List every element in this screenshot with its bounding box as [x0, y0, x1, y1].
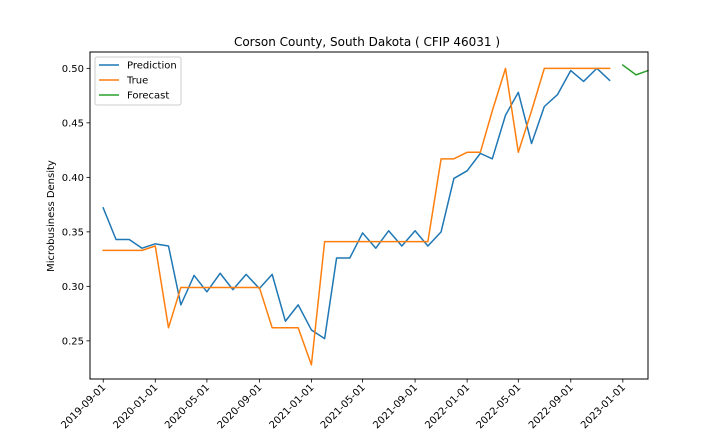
y-tick-label: 0.25 — [62, 336, 84, 347]
y-axis-label: Microbusiness Density — [46, 160, 57, 272]
plot-frame — [89, 51, 649, 380]
legend-box — [94, 56, 182, 106]
legend: Prediction True Forecast — [94, 56, 182, 106]
legend-label-forecast: Forecast — [127, 91, 169, 102]
y-tick-label: 0.35 — [62, 227, 84, 238]
series-line-forecast — [621, 64, 649, 76]
series-line-prediction — [102, 67, 611, 340]
legend-label-true: True — [126, 76, 148, 87]
plot-area — [102, 64, 649, 366]
chart-title: Corson County, South Dakota ( CFIP 46031… — [234, 35, 500, 49]
y-tick-label: 0.30 — [62, 282, 84, 293]
y-tick-label: 0.40 — [62, 173, 84, 184]
legend-label-prediction: Prediction — [127, 61, 177, 72]
series-line-true — [102, 67, 611, 366]
y-tick-label: 0.50 — [62, 64, 84, 75]
y-tick-label: 0.45 — [62, 118, 84, 129]
